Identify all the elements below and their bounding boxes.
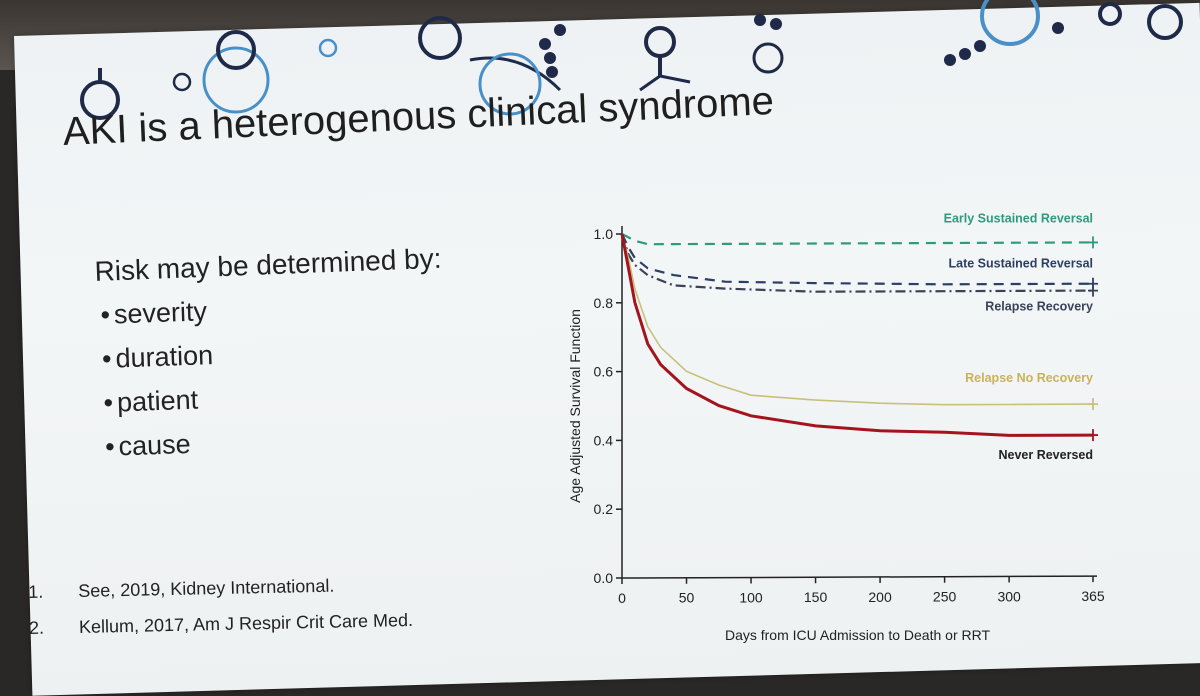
series-line	[621, 233, 1094, 406]
x-tick-label: 0	[618, 590, 626, 606]
x-axis-label: Days from ICU Admission to Death or RRT	[725, 627, 990, 643]
y-tick-label: 0.0	[594, 570, 614, 586]
x-tick-label: 365	[1081, 588, 1105, 604]
x-tick-label: 200	[868, 589, 892, 605]
series-label: Relapse Recovery	[985, 300, 1093, 314]
x-tick-label: 50	[679, 590, 695, 606]
y-tick-label: 0.4	[594, 432, 614, 448]
x-tick-label: 300	[997, 588, 1021, 604]
x-tick-label: 100	[739, 589, 763, 605]
series-end-marker	[1088, 398, 1098, 411]
series-end-marker	[1088, 429, 1098, 442]
x-tick-label: 150	[804, 589, 828, 605]
y-tick-label: 0.2	[594, 501, 614, 517]
x-axis-line	[621, 575, 1098, 579]
x-tick-label: 250	[933, 589, 957, 605]
series-label: Never Reversed	[998, 448, 1093, 462]
y-axis-label: Age Adjusted Survival Function	[567, 309, 583, 503]
series-line	[621, 233, 1094, 286]
series-label: Early Sustained Reversal	[944, 211, 1093, 225]
series-end-marker	[1088, 284, 1098, 297]
series-label: Late Sustained Reversal	[948, 257, 1093, 271]
y-tick-label: 0.6	[594, 364, 614, 380]
series-end-marker	[1088, 236, 1098, 249]
molecule-decoration	[80, 0, 1183, 120]
series-line	[620, 233, 1094, 293]
y-tick-label: 1.0	[594, 226, 614, 242]
series-line	[620, 233, 1094, 437]
series-line	[621, 233, 1094, 246]
series-label: Relapse No Recovery	[965, 371, 1093, 385]
y-tick-label: 0.8	[594, 295, 614, 311]
